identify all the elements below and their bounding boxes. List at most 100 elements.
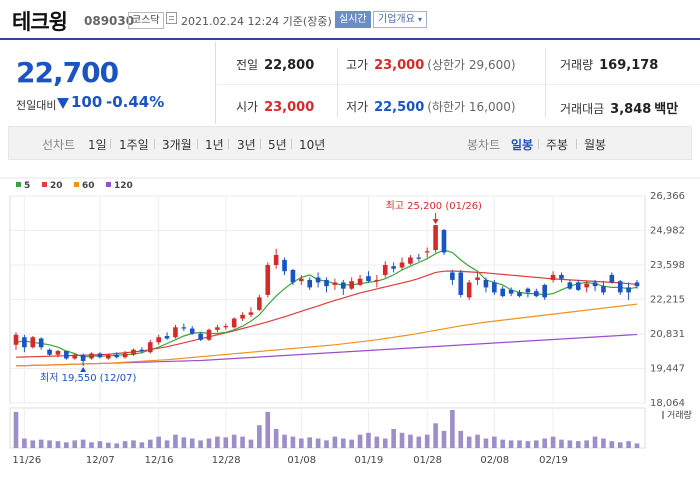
candle-body — [450, 272, 455, 280]
candle-body — [559, 274, 564, 279]
candle-body — [441, 230, 447, 253]
candle-body — [164, 336, 170, 339]
line-chart-label: 선차트 — [42, 138, 76, 152]
candle-body — [223, 326, 229, 328]
volume-bar — [22, 438, 27, 448]
volume-bar — [231, 434, 237, 448]
volume-bar — [64, 442, 69, 448]
volume-bar — [299, 438, 304, 448]
x-tick-label: 12/28 — [212, 455, 241, 466]
divider — [545, 48, 546, 118]
candle-body — [97, 353, 103, 358]
candle-body — [324, 279, 329, 287]
volume-bar — [206, 438, 212, 448]
volume-bar — [567, 440, 573, 448]
divider — [337, 48, 338, 118]
candle-body — [114, 354, 120, 358]
stock-code: 089030 — [84, 14, 135, 28]
volume-bar — [248, 439, 254, 448]
stat-low: 저가 22,500 (하한가 16,000) — [346, 98, 516, 115]
candle-body — [567, 282, 573, 289]
stat-open: 시가 23,000 — [236, 98, 314, 115]
low-arrowhead — [80, 366, 87, 372]
candle-body — [374, 279, 380, 282]
divider — [110, 139, 111, 149]
company-overview-label: 기업개요 — [378, 14, 415, 25]
volume-bar — [408, 434, 413, 448]
candle-body — [382, 264, 388, 275]
volume-bar — [139, 442, 145, 448]
period-10y[interactable]: 10년 — [299, 138, 326, 152]
volume-bar — [72, 440, 78, 448]
legend-label: 5 — [24, 181, 30, 191]
candle-body — [189, 328, 195, 334]
candle-body — [307, 279, 313, 288]
realtime-button[interactable]: 실시간 — [335, 11, 371, 28]
ma20-line — [15, 270, 638, 358]
candle-monthly[interactable]: 월봉 — [584, 138, 607, 152]
volume-bar — [592, 436, 598, 448]
high-arrowhead — [432, 219, 439, 225]
y-tick-label: 26,366 — [650, 191, 685, 202]
candle-body — [147, 342, 153, 353]
stat-label: 거래대금 — [560, 102, 605, 116]
candle-body — [475, 277, 480, 280]
stat-label: 전일 — [236, 58, 259, 72]
volume-bar — [265, 411, 271, 448]
x-tick-label: 02/19 — [539, 455, 568, 466]
volume-bar — [131, 440, 136, 448]
volume-bar — [550, 436, 556, 448]
period-5y[interactable]: 5년 — [268, 138, 287, 152]
volume-bar — [559, 439, 564, 448]
volume-bar — [282, 434, 287, 448]
divider — [260, 139, 261, 149]
candle-body — [173, 327, 178, 338]
y-tick-label: 22,215 — [650, 295, 685, 306]
candle-weekly[interactable]: 주봉 — [546, 138, 569, 152]
legend-swatch — [16, 182, 21, 187]
stat-value: 22,500 — [374, 100, 425, 115]
legend-label: 20 — [50, 181, 63, 191]
candle-body — [13, 334, 19, 345]
volume-bar — [475, 434, 480, 448]
down-arrow-icon — [57, 98, 69, 109]
volume-bar — [617, 442, 623, 448]
period-1y[interactable]: 1년 — [205, 138, 224, 152]
volume-bar — [164, 440, 170, 448]
candle-body — [290, 269, 296, 283]
volume-bar — [374, 436, 380, 448]
candle-body — [542, 284, 547, 298]
volume-bar — [433, 423, 438, 448]
period-3m[interactable]: 3개월 — [162, 138, 192, 152]
period-bar: 선차트 1일 1주일 3개월 1년 3년 5년 10년 봉차트 일봉 주봉 월봉 — [8, 126, 692, 160]
volume-bar — [357, 434, 363, 448]
volume-bar — [634, 443, 640, 448]
volume-bar — [450, 410, 455, 448]
period-1d[interactable]: 1일 — [88, 138, 107, 152]
candle-body — [340, 282, 346, 289]
legend-swatch — [106, 182, 111, 187]
volume-bar — [609, 441, 615, 448]
candle-body — [122, 353, 128, 358]
price-change-pct: -0.44% — [106, 93, 165, 111]
volume-bar — [257, 425, 262, 448]
volume-bar — [441, 430, 447, 448]
candle-body — [22, 337, 27, 348]
period-3y[interactable]: 3년 — [237, 138, 256, 152]
volume-bar — [114, 443, 120, 448]
volume-bar — [575, 441, 581, 448]
candle-body — [575, 282, 581, 290]
candle-body — [525, 288, 531, 293]
y-tick-label: 19,447 — [650, 364, 685, 375]
volume-bar — [349, 439, 354, 448]
candle-body — [47, 349, 52, 355]
company-overview-dropdown[interactable]: 기업개요 ▾ — [373, 11, 428, 28]
candle-daily[interactable]: 일봉 — [511, 138, 534, 152]
period-1w[interactable]: 1주일 — [119, 138, 149, 152]
candle-body — [248, 312, 254, 315]
candle-body — [198, 333, 203, 340]
candle-body — [550, 274, 556, 280]
x-tick-label: 02/08 — [480, 455, 509, 466]
stat-label: 저가 — [346, 100, 369, 114]
